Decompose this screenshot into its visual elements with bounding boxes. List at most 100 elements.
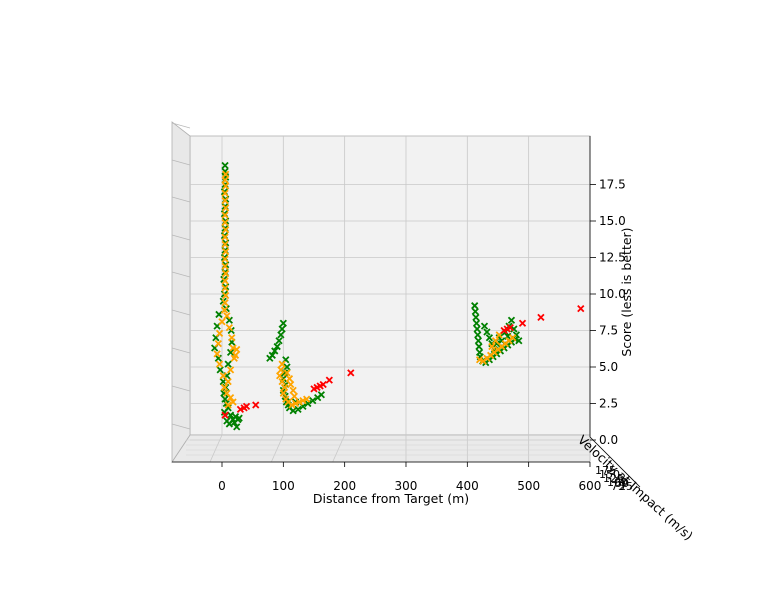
scatter-point (283, 363, 291, 371)
y-axis-ticks: 175 150 125 100 75 50 25 (595, 464, 633, 493)
z-tick-label: 0.0 (599, 433, 618, 447)
z-tick-label: 15.0 (599, 214, 626, 228)
y-tick-label: 75 (611, 480, 625, 493)
x-axis-label: Distance from Target (m) (313, 491, 469, 506)
scatter-point (577, 304, 585, 313)
z-tick-label: 2.5 (599, 397, 618, 411)
z-tick-label: 5.0 (599, 360, 618, 374)
scatter-point (219, 372, 227, 380)
scatter-point (221, 211, 229, 219)
scatter-point (233, 423, 241, 431)
scatter-point (218, 318, 226, 326)
scatter-point (221, 299, 229, 307)
scatter-point (278, 325, 286, 333)
scatter-point (213, 350, 221, 358)
scatter-point (220, 383, 229, 392)
scatter-point (472, 319, 481, 327)
x-floor-grid-line (209, 434, 223, 463)
scatter-point (347, 369, 355, 377)
scatter-point (279, 389, 287, 397)
scatter-point (221, 233, 229, 241)
scatter-point (215, 329, 224, 338)
scatter-point (221, 196, 229, 205)
x-floor-grid-line (270, 434, 284, 463)
scatter-point (319, 380, 327, 389)
scatter-point (221, 277, 229, 285)
x-tick-label: 200 (333, 479, 356, 493)
scatter-point (515, 337, 523, 345)
scatter-point (506, 323, 514, 332)
y-tick-label: 25 (619, 480, 633, 493)
scatter-point (289, 386, 297, 394)
scatter-point (214, 340, 222, 348)
y-axis-line (589, 436, 641, 488)
z-tick-label: 17.5 (599, 178, 626, 192)
side-pane (171, 121, 191, 464)
scatter-point (277, 331, 285, 339)
scatter-point (242, 402, 251, 411)
scatter-point (222, 291, 230, 300)
x-tick-label: 0 (218, 479, 226, 493)
scatter-point (231, 351, 240, 359)
scatter-point (325, 376, 333, 384)
z-tick-label: 12.5 (599, 251, 626, 265)
back-pane (189, 135, 591, 436)
scatter-point (221, 176, 229, 184)
scatter-point (280, 383, 289, 392)
scatter-point (473, 325, 481, 333)
scatter-point (221, 255, 229, 263)
scatter-point (475, 342, 483, 351)
x-tick-label: 100 (272, 479, 295, 493)
scatter-point (471, 307, 479, 316)
scatter-point (471, 302, 479, 310)
scatter-point (226, 394, 235, 402)
scatter-point (474, 337, 482, 345)
scatter-point (221, 284, 229, 292)
scatter-point (222, 182, 230, 190)
scatter-point (252, 401, 260, 409)
side-pane-grid (171, 122, 191, 430)
scatter-point (271, 347, 279, 355)
scatter-point (483, 328, 491, 336)
scatter-point (276, 372, 284, 380)
scatter-point (221, 262, 229, 270)
scatter-point (285, 375, 294, 383)
scatter-point (278, 377, 286, 386)
x-tick-label: 400 (456, 479, 479, 493)
scatter-point (225, 420, 233, 428)
z-axis-ticks: 0.0 2.5 5.0 7.5 10.0 12.5 15.0 17.5 (590, 178, 626, 447)
z-tick-label: 7.5 (599, 324, 618, 338)
scatter-point (224, 401, 232, 409)
scatter-point (287, 380, 295, 389)
scatter-point (275, 337, 283, 345)
scatter-point (226, 348, 235, 357)
scatter-point (221, 218, 229, 227)
scatter-point (222, 269, 230, 278)
scatter-point (485, 334, 494, 342)
scatter-point (474, 331, 482, 339)
scatter-point (491, 337, 500, 345)
scatter-point (215, 360, 224, 368)
scatter-point (518, 319, 527, 327)
scatter-point (225, 316, 233, 324)
scatter-point (234, 415, 242, 424)
scatter-point (488, 342, 496, 351)
z-tick-label: 10.0 (599, 287, 626, 301)
scatter-points (211, 161, 585, 431)
scatter-point (317, 391, 325, 399)
scatter-point (222, 226, 230, 234)
scatter-point (290, 392, 299, 400)
scatter-point (233, 345, 241, 354)
x-tick-label: 600 (579, 479, 602, 493)
scatter-point (225, 323, 233, 332)
scatter-point (223, 312, 231, 320)
scatter-point (221, 161, 229, 170)
x-floor-grid-line (332, 434, 346, 463)
scatter-point (302, 395, 311, 403)
y-tick-label: 125 (603, 472, 624, 485)
y-tick-label: 175 (595, 464, 616, 477)
z-axis-label: Score (less is better) (619, 227, 634, 356)
x-tick-label: 500 (517, 479, 540, 493)
scatter-point (226, 411, 235, 419)
